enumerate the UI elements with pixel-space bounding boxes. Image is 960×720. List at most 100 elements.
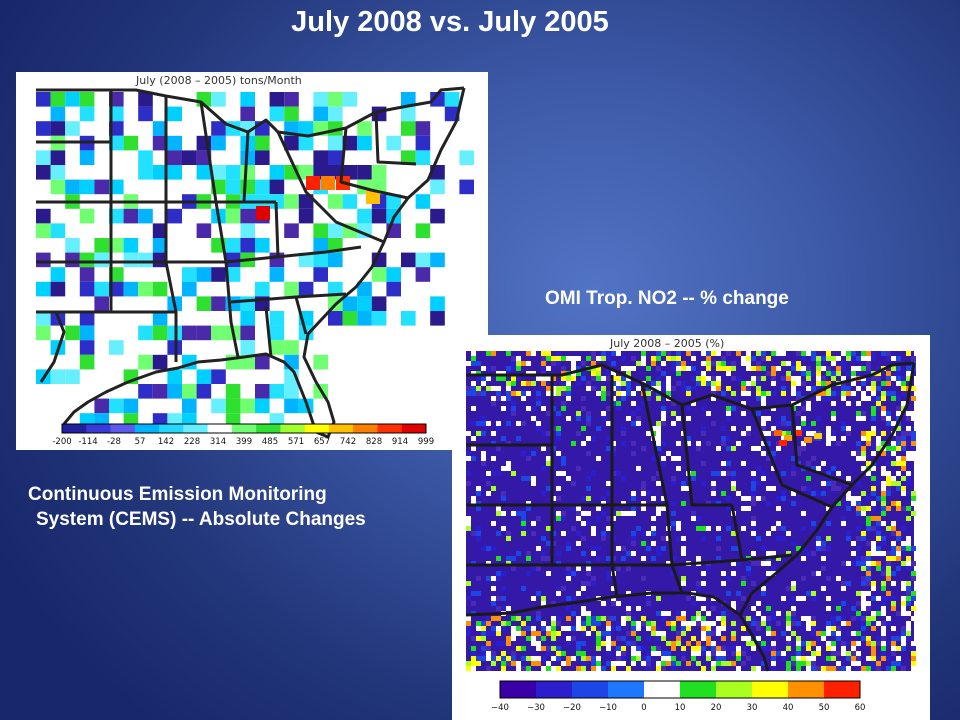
omi-pixel — [496, 656, 501, 661]
omi-pixel — [546, 541, 551, 546]
omi-pixel — [731, 636, 736, 641]
omi-pixel — [771, 631, 776, 636]
omi-pixel — [696, 616, 701, 621]
omi-pixel — [786, 421, 791, 426]
omi-pixel — [601, 641, 606, 646]
omi-pixel — [891, 441, 896, 446]
omi-pixel — [866, 361, 871, 366]
omi-pixel — [531, 416, 536, 421]
cems-grid-cell — [313, 165, 328, 180]
omi-pixel — [876, 366, 881, 371]
omi-pixel — [466, 526, 471, 531]
cems-grid-cell — [284, 106, 299, 122]
cems-grid-cell — [109, 340, 124, 355]
omi-pixel — [641, 621, 646, 626]
omi-pixel — [546, 351, 551, 356]
omi-pixel — [896, 446, 901, 451]
omi-pixel — [466, 666, 471, 671]
omi-pixel — [536, 401, 541, 406]
omi-pixel — [876, 441, 881, 446]
omi-pixel — [576, 411, 581, 416]
omi-pixel — [496, 506, 501, 511]
omi-pixel — [821, 481, 826, 486]
cems-grid-cell — [357, 281, 372, 297]
omi-pixel — [751, 616, 756, 621]
omi-pixel — [761, 366, 766, 371]
omi-pixel — [676, 536, 681, 541]
omi-pixel — [891, 376, 896, 381]
omi-pixel — [781, 436, 786, 441]
omi-pixel — [846, 631, 851, 636]
omi-pixel — [671, 626, 676, 631]
omi-pixel — [771, 551, 776, 556]
omi-pixel — [806, 366, 811, 371]
cems-grid-cell — [138, 150, 153, 165]
omi-pixel — [631, 661, 636, 666]
omi-pixel — [571, 656, 576, 661]
omi-pixel — [691, 351, 696, 356]
omi-pixel — [821, 376, 826, 381]
omi-pixel — [671, 421, 676, 426]
omi-pixel — [591, 661, 596, 666]
omi-pixel — [821, 356, 826, 361]
cems-grid-cell — [269, 325, 285, 341]
omi-pixel — [901, 641, 906, 646]
omi-pixel — [711, 651, 716, 656]
omi-pixel — [866, 641, 871, 646]
cems-grid-cell — [152, 384, 168, 399]
omi-pixel — [696, 651, 701, 656]
omi-pixel — [601, 356, 606, 361]
omi-pixel — [616, 381, 621, 386]
omi-pixel — [741, 626, 746, 631]
omi-pixel — [476, 386, 481, 391]
omi-pixel — [666, 656, 671, 661]
omi-pixel — [731, 376, 736, 381]
omi-pixel — [876, 561, 881, 566]
omi-pixel — [646, 386, 651, 391]
omi-pixel — [491, 626, 496, 631]
omi-pixel — [596, 356, 601, 361]
omi-pixel — [836, 391, 841, 396]
omi-colorbar-segment — [572, 681, 609, 698]
omi-pixel — [546, 411, 551, 416]
cems-grid-cell — [284, 92, 299, 107]
omi-pixel — [706, 411, 711, 416]
omi-pixel — [886, 506, 891, 511]
omi-pixel — [906, 456, 911, 461]
omi-pixel — [871, 476, 876, 481]
omi-pixel — [806, 371, 811, 376]
cems-grid-cell — [342, 92, 358, 107]
omi-pixel — [776, 521, 781, 526]
cems-grid-cell — [79, 311, 95, 326]
cems-colorbar-tick: -28 — [107, 437, 121, 447]
omi-pixel — [811, 456, 816, 461]
omi-pixel — [526, 571, 531, 576]
omi-pixel — [896, 376, 901, 381]
omi-pixel — [761, 496, 766, 501]
omi-pixel — [526, 666, 531, 671]
omi-pixel — [656, 506, 661, 511]
omi-pixel — [774, 430, 782, 436]
omi-pixel — [781, 471, 786, 476]
omi-pixel — [886, 416, 891, 421]
omi-pixel — [546, 366, 551, 371]
omi-pixel — [646, 636, 651, 641]
omi-no2-map: July 2008 – 2005 (%) −40 −30 −20 −10 0 10 20 30… — [452, 335, 930, 720]
cems-colorbar-tick: 228 — [184, 437, 200, 447]
omi-pixel — [566, 656, 571, 661]
omi-pixel — [626, 391, 631, 396]
cems-grid-cell — [109, 398, 124, 414]
omi-pixel — [641, 531, 646, 536]
omi-pixel — [876, 546, 881, 551]
omi-pixel — [741, 381, 746, 386]
omi-pixel — [681, 616, 686, 621]
omi-pixel — [671, 361, 676, 366]
omi-pixel — [906, 626, 911, 631]
omi-pixel — [596, 646, 601, 651]
omi-pixel — [471, 456, 476, 461]
omi-pixel — [721, 441, 726, 446]
omi-pixel — [911, 446, 916, 451]
cems-colorbar-tick: 399 — [236, 437, 252, 447]
omi-pixel — [846, 491, 851, 496]
omi-pixel — [866, 371, 871, 376]
